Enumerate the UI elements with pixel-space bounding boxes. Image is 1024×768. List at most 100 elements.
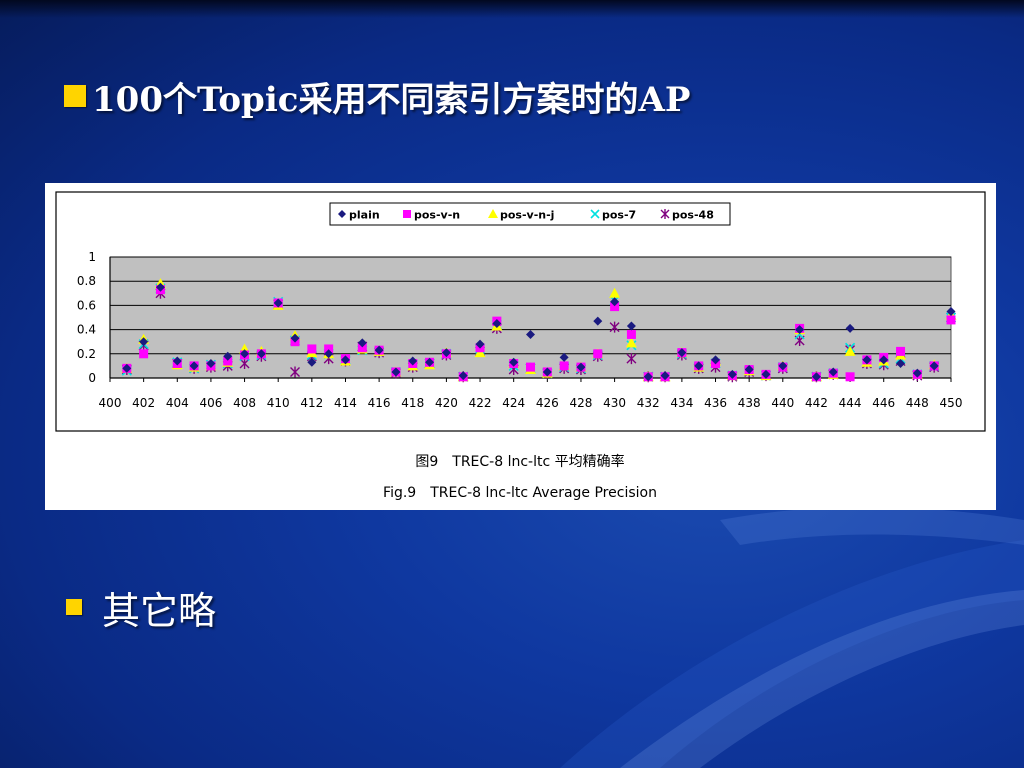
data-point-plain bbox=[778, 361, 788, 371]
data-point-plain bbox=[542, 367, 552, 377]
data-point-pos-v-n bbox=[626, 329, 636, 339]
data-point-pos-v-n bbox=[139, 349, 149, 359]
data-point-plain bbox=[458, 371, 468, 381]
y-tick-label: 1 bbox=[88, 250, 96, 264]
data-point-plain bbox=[357, 338, 367, 348]
y-tick-label: 0.4 bbox=[77, 323, 96, 337]
x-tick-label: 422 bbox=[469, 396, 492, 410]
legend-box bbox=[329, 202, 731, 226]
chart-figure: 0 0.2 0.4 0.6 0.8 1 400 402 404 406 408 410 412 414 41… bbox=[45, 183, 996, 510]
x-tick-label: 432 bbox=[637, 396, 660, 410]
y-tick-label: 0.2 bbox=[77, 347, 96, 361]
data-point-plain bbox=[408, 356, 418, 366]
data-point-pos-v-n bbox=[896, 346, 906, 356]
data-point-pos-v-n-j bbox=[609, 287, 621, 298]
x-tick-label: 430 bbox=[603, 396, 626, 410]
slide-title: 100个Topic采用不同索引方案时的AP bbox=[92, 79, 691, 120]
data-point-pos-v-n bbox=[307, 344, 317, 354]
slide-title-row: 100个Topic采用不同索引方案时的AP bbox=[64, 70, 690, 122]
data-point-plain bbox=[694, 361, 704, 371]
caption-en: Fig.9 TREC-8 lnc-ltc Average Precision bbox=[383, 485, 657, 501]
data-point-pos-v-n bbox=[357, 343, 367, 353]
data-point-plain bbox=[896, 358, 906, 368]
data-point-plain bbox=[340, 355, 350, 365]
x-tick-label: 406 bbox=[199, 396, 222, 410]
data-point-pos-48 bbox=[290, 366, 301, 378]
data-point-pos-48 bbox=[239, 357, 250, 369]
data-point-plain bbox=[593, 316, 603, 326]
data-point-plain bbox=[189, 361, 199, 371]
legend-marker-pos-48 bbox=[660, 209, 670, 219]
data-point-plain bbox=[727, 369, 737, 379]
data-point-plain bbox=[626, 321, 636, 331]
data-point-plain bbox=[475, 339, 485, 349]
data-point-plain bbox=[576, 362, 586, 372]
data-point-plain bbox=[509, 357, 519, 367]
data-point-pos-v-n bbox=[223, 356, 233, 366]
data-point-plain bbox=[828, 367, 838, 377]
data-point-plain bbox=[559, 352, 569, 362]
legend-marker-plain bbox=[338, 210, 346, 218]
data-point-plain bbox=[155, 282, 165, 292]
data-point-plain bbox=[946, 306, 956, 316]
data-point-pos-v-n bbox=[946, 315, 956, 325]
x-tick-label: 434 bbox=[670, 396, 693, 410]
legend-label-pos-48: pos-48 bbox=[672, 209, 714, 222]
x-tick-label: 446 bbox=[872, 396, 895, 410]
data-point-plain bbox=[240, 349, 250, 359]
x-tick-label: 420 bbox=[435, 396, 458, 410]
x-tick-label: 408 bbox=[233, 396, 256, 410]
data-point-plain bbox=[391, 367, 401, 377]
data-point-pos-v-n bbox=[593, 349, 603, 359]
legend-label-plain: plain bbox=[349, 209, 380, 222]
data-point-plain bbox=[795, 325, 805, 335]
data-point-plain bbox=[677, 348, 687, 358]
data-point-plain bbox=[172, 356, 182, 366]
bullet-item: 其它略 bbox=[66, 582, 217, 633]
data-point-plain bbox=[643, 372, 653, 382]
x-tick-label: 410 bbox=[267, 396, 290, 410]
x-tick-label: 428 bbox=[570, 396, 593, 410]
data-point-plain bbox=[912, 368, 922, 378]
data-point-pos-v-n bbox=[845, 372, 855, 382]
x-tick-label: 426 bbox=[536, 396, 559, 410]
x-tick-label: 424 bbox=[502, 396, 525, 410]
x-tick-label: 400 bbox=[99, 396, 122, 410]
legend-label-pos-7: pos-7 bbox=[602, 209, 636, 222]
bullet-text: 其它略 bbox=[102, 588, 217, 633]
data-point-pos-48 bbox=[626, 353, 637, 365]
caption-cn: 图9 TREC-8 lnc-ltc 平均精确率 bbox=[415, 453, 624, 470]
legend-marker-pos-v-n bbox=[403, 210, 411, 218]
data-point-plain bbox=[441, 348, 451, 358]
x-tick-label: 414 bbox=[334, 396, 357, 410]
data-point-plain bbox=[307, 357, 317, 367]
data-point-plain bbox=[526, 329, 535, 339]
data-point-pos-48 bbox=[609, 321, 620, 333]
data-point-pos-v-n bbox=[559, 361, 569, 371]
data-point-plain bbox=[744, 365, 754, 375]
legend-marker-pos-7 bbox=[590, 209, 600, 219]
x-tick-label: 436 bbox=[704, 396, 727, 410]
data-point-plain bbox=[139, 337, 149, 347]
data-point-plain bbox=[122, 363, 132, 373]
data-point-plain bbox=[425, 357, 435, 367]
data-point-plain bbox=[324, 349, 334, 359]
data-point-plain bbox=[862, 355, 872, 365]
data-point-plain bbox=[929, 361, 939, 371]
data-point-pos-v-n-j bbox=[625, 337, 637, 348]
title-bullet-icon bbox=[64, 85, 86, 107]
x-tick-label: 450 bbox=[940, 396, 963, 410]
y-tick-label: 0 bbox=[88, 371, 96, 385]
x-tick-label: 448 bbox=[906, 396, 929, 410]
data-point-plain bbox=[273, 298, 283, 308]
x-tick-label: 440 bbox=[771, 396, 794, 410]
data-point-plain bbox=[761, 369, 771, 379]
y-tick-label: 0.6 bbox=[77, 298, 96, 312]
data-point-plain bbox=[711, 355, 721, 365]
data-point-plain bbox=[256, 349, 266, 359]
data-point-plain bbox=[492, 319, 502, 329]
data-point-plain bbox=[206, 358, 216, 368]
plot-area bbox=[109, 256, 952, 379]
legend-label-pos-v-n: pos-v-n bbox=[414, 209, 460, 222]
